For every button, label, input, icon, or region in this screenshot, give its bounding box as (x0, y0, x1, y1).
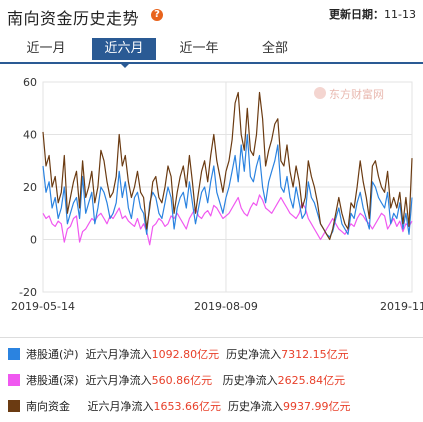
x-tick-label: 2019-08-09 (194, 300, 258, 313)
range-tabs: 近一月 近六月 近一年 全部 (0, 38, 423, 64)
legend-six-month-value: 1653.66亿元 (153, 400, 221, 413)
legend-name: 港股通(深) (26, 374, 79, 387)
legend-hist-value: 2625.84亿元 (277, 374, 346, 387)
y-axis-labels: -20 0 20 40 60 (19, 76, 37, 299)
series-line-0 (42, 133, 413, 238)
chart-series (42, 91, 413, 246)
series-line-2 (42, 91, 413, 241)
y-tick-label: 60 (23, 76, 37, 89)
legend-hist-label: 历史净流入 (227, 400, 283, 413)
legend-swatch-hk-sz (8, 374, 20, 386)
legend-swatch-southbound (8, 400, 20, 412)
legend-row-southbound: 南向资金 近六月净流入1653.66亿元 历史净流入9937.99亿元 (8, 398, 350, 414)
tab-1-month[interactable]: 近一月 (26, 41, 66, 56)
active-tab-caret (119, 62, 131, 68)
legend-six-month-label: 近六月净流入 (85, 374, 152, 387)
tab-1-year[interactable]: 近一年 (179, 41, 219, 56)
legend-six-month-label: 近六月净流入 (85, 348, 152, 361)
plot-border (42, 81, 413, 293)
x-tick-label: 2019-05-14 (11, 300, 75, 313)
page-title: 南向资金历史走势 (7, 9, 140, 28)
chart: -20 0 20 40 60 2019-05-14 2019-08-09 2019-11-1… (11, 76, 423, 313)
legend-row-hk-sz: 港股通(深) 近六月净流入560.86亿元 历史净流入2625.84亿元 (8, 372, 345, 388)
help-icon[interactable]: ? (151, 9, 163, 21)
legend-six-month-value: 560.86亿元 (151, 374, 213, 387)
tab-6-months[interactable]: 近六月 (92, 38, 156, 60)
legend-hist-label: 历史净流入 (222, 374, 278, 387)
update-date: 更新日期：11-13 (329, 6, 416, 22)
y-tick-label: 0 (30, 234, 37, 247)
legend-hist-value: 9937.99亿元 (282, 400, 351, 413)
legend-hist-value: 7312.15亿元 (281, 348, 349, 361)
x-tick-label: 2019-11-13 (380, 300, 423, 313)
legend-hist-label: 历史净流入 (226, 348, 282, 361)
legend-name: 南向资金 (26, 400, 70, 413)
legend-six-month-label: 近六月净流入 (87, 400, 154, 413)
header: 南向资金历史走势 ? 更新日期：11-13 (0, 0, 423, 30)
watermark-logo-icon (314, 87, 326, 99)
watermark-text: 东方财富网 (329, 87, 384, 101)
legend: 港股通(沪) 近六月净流入1092.80亿元 历史净流入7312.15亿元 港股… (0, 337, 423, 422)
legend-six-month-value: 1092.80亿元 (151, 348, 220, 361)
watermark: 东方财富网 (314, 87, 384, 101)
legend-name: 港股通(沪) (26, 348, 79, 361)
chart-grid (42, 81, 413, 293)
y-tick-label: 20 (23, 181, 37, 194)
legend-row-hk-sh: 港股通(沪) 近六月净流入1092.80亿元 历史净流入7312.15亿元 (8, 346, 349, 362)
y-tick-label: 40 (23, 129, 37, 142)
y-tick-label: -20 (19, 286, 37, 299)
tab-all[interactable]: 全部 (261, 41, 288, 56)
x-axis-labels: 2019-05-14 2019-08-09 2019-11-13 (11, 300, 423, 313)
update-date-label: 更新日期： (329, 8, 385, 21)
legend-swatch-hk-sh (8, 348, 20, 360)
update-date-value: 11-13 (384, 8, 416, 21)
series-line-1 (42, 194, 413, 246)
